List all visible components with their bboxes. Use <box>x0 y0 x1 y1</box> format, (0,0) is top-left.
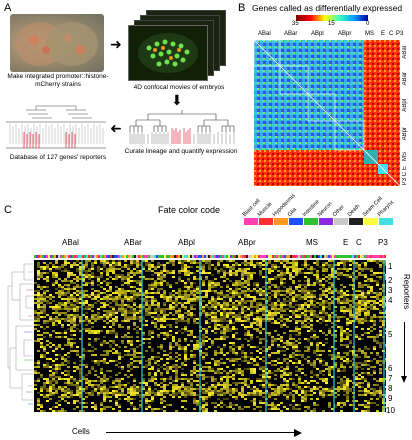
fate-swatch <box>304 218 318 225</box>
b-row-label: C <box>402 172 408 177</box>
cells-arrowhead-icon <box>294 428 302 437</box>
cluster-number: 1 <box>388 262 393 271</box>
cluster-number: 4 <box>388 296 393 305</box>
fate-swatch <box>289 218 303 225</box>
cluster-number: 10 <box>386 406 395 415</box>
fate-label: Other <box>331 204 346 218</box>
c-lineage-label: P3 <box>378 238 388 247</box>
c-lineage-label: MS <box>306 238 318 247</box>
cluster-number: 2 <box>388 276 393 285</box>
cluster-number: 7 <box>388 374 393 383</box>
curated-lineage-tree <box>128 108 236 146</box>
b-row-label: ABar <box>402 72 408 86</box>
b-row-label: ABal <box>402 46 408 59</box>
reporters-axis-label: Reporters <box>402 274 411 310</box>
database-tree-stack <box>6 104 108 152</box>
expression-heatmap <box>34 260 386 412</box>
reporters-arrowhead-icon <box>401 376 407 383</box>
c-lineage-label: C <box>356 238 362 247</box>
scale-tick-0: 0 <box>366 21 370 27</box>
fate-legend: Blast cell Muscle Hypodermis Glia Intestine N… <box>242 193 404 228</box>
fate-swatch <box>349 218 363 225</box>
fate-swatch <box>259 218 273 225</box>
c-lineage-label: E <box>343 238 349 247</box>
b-row-label: E <box>402 166 408 171</box>
arrow-down-icon: ⬇ <box>171 92 183 108</box>
c-lineage-label: ABpr <box>238 238 256 247</box>
fate-swatch <box>334 218 348 225</box>
step3-caption: Curate lineage and quantify expression <box>124 148 238 155</box>
fate-swatch <box>244 218 258 225</box>
fate-swatch <box>274 218 288 225</box>
c-lineage-label: ABar <box>124 238 142 247</box>
fate-swatch <box>364 218 378 225</box>
arrow-right-icon: ➜ <box>110 36 122 52</box>
panel-c-letter: C <box>4 204 12 216</box>
fate-label: Death <box>346 203 362 218</box>
fate-label: Glia <box>286 206 298 218</box>
b-col-label: C <box>389 31 394 37</box>
reporters-arrow-icon <box>404 322 405 378</box>
arrow-left-icon: ➜ <box>110 120 122 136</box>
scale-tick-15: 15 <box>328 21 335 27</box>
cells-axis-label: Cells <box>72 427 90 436</box>
panel-b-letter: B <box>238 2 246 14</box>
cluster-number: 3 <box>388 286 393 295</box>
cluster-number: 5 <box>388 330 393 339</box>
similarity-heatmap <box>253 39 401 187</box>
fate-title: Fate color code <box>158 205 221 215</box>
b-row-label: ABpr <box>402 127 408 141</box>
reporter-dendrogram <box>6 260 34 412</box>
b-row-label: ABpl <box>402 99 408 112</box>
fate-swatch <box>379 218 393 225</box>
b-col-label: MS <box>365 31 374 37</box>
b-row-label: MS <box>402 152 408 161</box>
color-scale-bar <box>296 15 368 21</box>
fate-color-strip <box>34 250 386 258</box>
cluster-number: 8 <box>388 384 393 393</box>
cluster-number: 6 <box>388 364 393 373</box>
b-col-label: ABar <box>284 31 298 37</box>
c-lineage-label: ABal <box>62 238 79 247</box>
b-col-label: ABpl <box>311 31 324 37</box>
b-col-label: ABal <box>258 31 271 37</box>
c-lineage-label: ABpl <box>178 238 195 247</box>
fate-swatch <box>319 218 333 225</box>
b-col-label: P3 <box>396 31 404 37</box>
step1-caption: Make integrated promoter::histone-mCherr… <box>7 73 109 88</box>
panel-b-title: Genes called as differentially expressed <box>252 3 403 13</box>
cluster-number: 9 <box>388 394 393 403</box>
movie-stack <box>128 10 228 82</box>
embryo-image <box>10 14 104 72</box>
step4-caption: Database of 127 genes' reporters <box>9 154 107 161</box>
b-col-label: E <box>381 31 386 37</box>
scale-tick-35: 35 <box>292 21 299 27</box>
panel-a-letter: A <box>4 2 12 14</box>
step2-caption: 4D confocal movies of embryos <box>133 84 225 91</box>
b-col-label: ABpr <box>338 31 352 37</box>
cells-arrow-icon <box>106 432 296 433</box>
b-row-label: P3 <box>402 178 408 186</box>
